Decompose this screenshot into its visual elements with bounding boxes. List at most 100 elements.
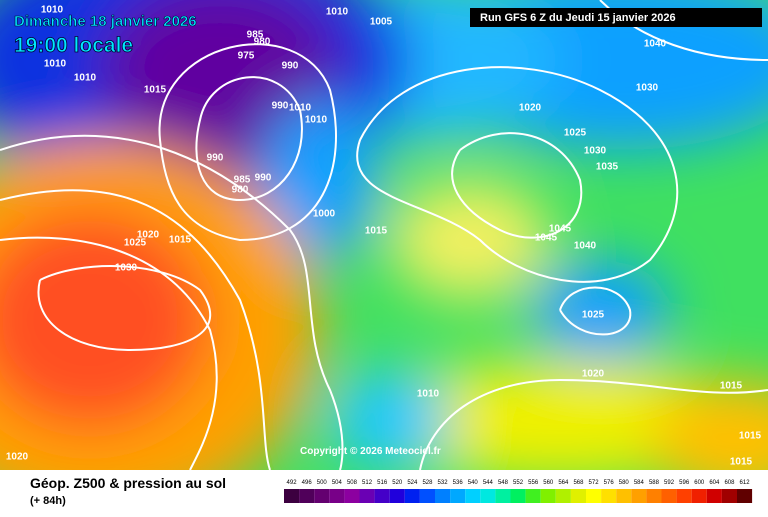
isobar-label: 980 (254, 37, 271, 48)
scale-label: 604 (709, 480, 720, 486)
scale-label: 612 (740, 480, 751, 486)
scale-swatch (555, 489, 571, 503)
isobar-label: 1025 (564, 128, 587, 139)
footer-title: Géop. Z500 & pression au sol (30, 475, 226, 491)
scale-label: 596 (679, 480, 690, 486)
isobar-label: 1030 (636, 83, 659, 94)
scale-swatch (435, 489, 451, 503)
isobar (419, 378, 768, 470)
isobar-label: 1045 (549, 224, 572, 235)
scale-swatch (389, 489, 405, 503)
scale-swatch (329, 489, 345, 503)
isobar-label: 1010 (326, 7, 349, 18)
isobar-label: 1010 (74, 73, 97, 84)
scale-swatch (676, 489, 692, 503)
scale-swatch (284, 489, 300, 503)
scale-swatch (465, 489, 481, 503)
scale-swatch (510, 489, 526, 503)
scale-label: 492 (287, 480, 298, 486)
isobar-label: 980 (232, 185, 249, 196)
isobar (0, 189, 271, 470)
isobar (356, 66, 679, 283)
isobar-label: 1025 (582, 310, 605, 321)
isobar-label: 1040 (644, 39, 667, 50)
scale-label: 580 (619, 480, 630, 486)
isobar-label: 990 (272, 101, 289, 112)
isobar-label: 1015 (720, 381, 743, 392)
scale-label: 568 (573, 480, 584, 486)
scale-swatch (691, 489, 707, 503)
isobar-label: 1015 (169, 235, 192, 246)
scale-swatch (480, 489, 496, 503)
isobar-label: 990 (282, 61, 299, 72)
scale-label: 564 (558, 480, 569, 486)
scale-label: 520 (392, 480, 403, 486)
scale-swatch (661, 489, 677, 503)
isobar-label: 1020 (137, 230, 160, 241)
isobar-label: 1025 (124, 238, 147, 249)
isobar (195, 76, 303, 202)
isobar-label: 1045 (535, 233, 558, 244)
scale-label: 504 (332, 480, 343, 486)
isobar-label: 990 (255, 173, 272, 184)
scale-label: 584 (634, 480, 645, 486)
time-label: 19:00 locale (14, 34, 133, 57)
scale-label: 524 (407, 480, 418, 486)
scale-label: 496 (302, 480, 313, 486)
scale-swatch (495, 489, 511, 503)
run-box (470, 8, 762, 27)
scale-label: 500 (317, 480, 328, 486)
scale-label: 528 (422, 480, 433, 486)
scale-swatch (525, 489, 541, 503)
scale-swatch (616, 489, 632, 503)
isobar (0, 236, 218, 470)
date-label: Dimanche 18 janvier 2026 (14, 13, 197, 30)
scale-label: 592 (664, 480, 675, 486)
isobar-label: 985 (234, 175, 251, 186)
scale-label: 536 (453, 480, 464, 486)
scale-label: 512 (362, 480, 373, 486)
run-label: Run GFS 6 Z du Jeudi 15 janvier 2026 (480, 12, 676, 24)
scale-label: 540 (468, 480, 479, 486)
scale-label: 548 (498, 480, 509, 486)
scale-swatch (299, 489, 315, 503)
scale-swatch (450, 489, 466, 503)
scale-label: 532 (438, 480, 449, 486)
isobar (37, 265, 212, 352)
scale-swatch (631, 489, 647, 503)
isobar (0, 134, 344, 470)
scale-label: 576 (604, 480, 615, 486)
scale-swatch (540, 489, 556, 503)
isobar-label: 1010 (289, 103, 312, 114)
isobar-label: 985 (247, 30, 264, 41)
scale-swatch (359, 489, 375, 503)
scale-swatch (344, 489, 360, 503)
isobar-label: 1005 (370, 17, 393, 28)
scale-swatch (404, 489, 420, 503)
scale-swatch (419, 489, 435, 503)
isobar-label: 1010 (41, 5, 64, 16)
isobar-label: 1015 (144, 85, 167, 96)
isobar-label: 990 (207, 153, 224, 164)
isobar-label: 1015 (739, 431, 762, 442)
footer-lead: (+ 84h) (30, 495, 66, 507)
scale-swatch (586, 489, 602, 503)
scale-swatch (737, 489, 753, 503)
scale-label: 508 (347, 480, 358, 486)
scale-label: 608 (724, 480, 735, 486)
scale-label: 544 (483, 480, 494, 486)
scale-swatch (374, 489, 390, 503)
isobar-label: 1015 (365, 226, 388, 237)
scale-swatch (706, 489, 722, 503)
scale-swatch (646, 489, 662, 503)
isobar-label: 975 (238, 51, 255, 62)
isobar-label: 1020 (6, 452, 29, 463)
isobar-label: 1000 (313, 209, 336, 220)
color-scale: 492 496 500 504 508 512 516 520 524 528 532 536 540 5… (284, 480, 753, 503)
scale-swatch (721, 489, 737, 503)
scale-swatch (601, 489, 617, 503)
scale-label: 516 (377, 480, 388, 486)
scale-label: 588 (649, 480, 660, 486)
